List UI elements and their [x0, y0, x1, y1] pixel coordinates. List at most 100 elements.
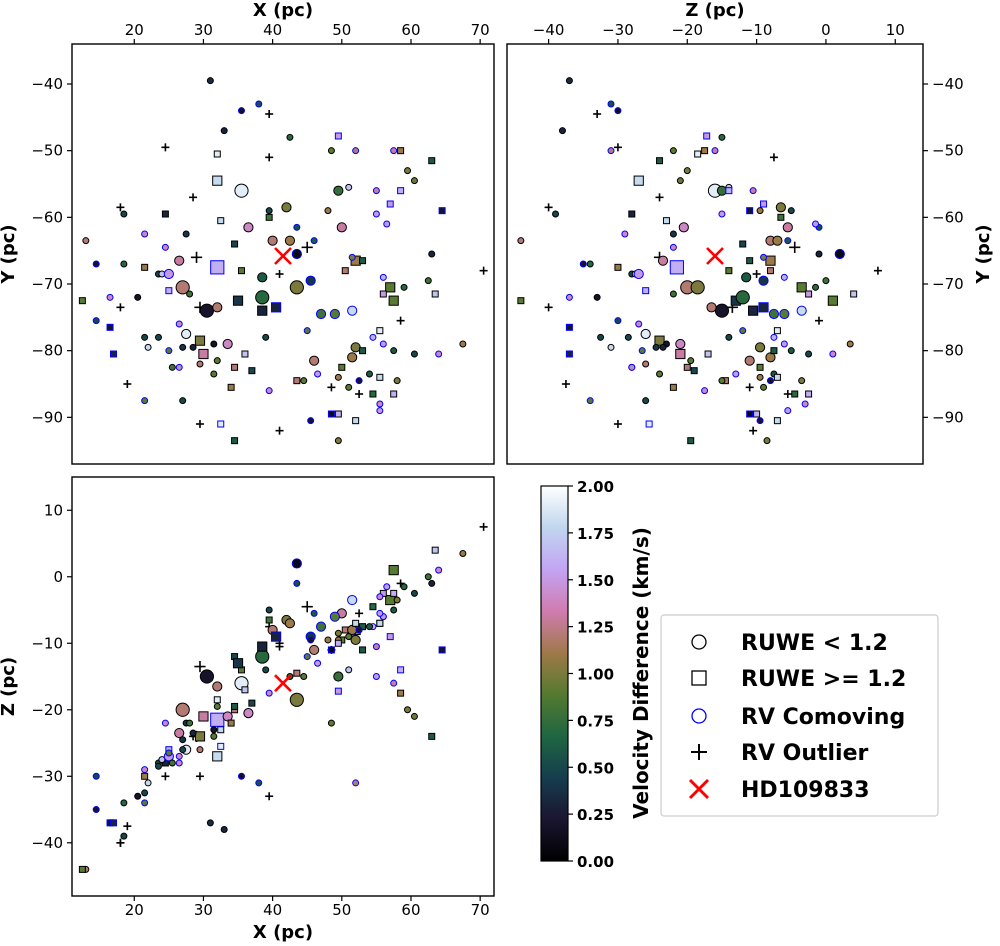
x-tick-label: 20	[125, 901, 144, 919]
data-point-ruwe-low	[424, 573, 432, 581]
xy-ylabel: Y (pc)	[0, 224, 19, 284]
data-point-ruwe-low	[199, 669, 215, 684]
data-point-rv-outlier	[752, 270, 761, 278]
data-point-ruwe-high	[388, 295, 399, 306]
data-point-ruwe-low	[134, 792, 142, 800]
colorbar-gradient	[540, 485, 569, 862]
data-point-rv-outlier	[745, 383, 754, 392]
data-point-ruwe-low	[182, 230, 190, 238]
y-tick-label: −30	[31, 767, 63, 785]
data-point-ruwe-high	[739, 240, 747, 248]
data-point-ruwe-high	[241, 686, 249, 694]
data-point-ruwe-high	[334, 410, 342, 418]
data-point-ruwe-high	[386, 633, 394, 641]
data-point-ruwe-high	[431, 290, 439, 298]
data-point-ruwe-low	[347, 594, 358, 606]
data-point-ruwe-high	[438, 646, 446, 654]
data-point-rv-outlier	[815, 316, 823, 325]
x-tick-label: 30	[194, 21, 213, 39]
colorbar-tick-label: 1.00	[577, 666, 614, 684]
data-point-ruwe-high	[110, 350, 118, 358]
data-point-ruwe-low	[175, 320, 183, 328]
data-point-ruwe-low	[329, 308, 340, 320]
data-point-ruwe-low	[144, 343, 152, 351]
data-point-ruwe-low	[787, 207, 795, 215]
data-point-ruwe-low	[390, 679, 398, 687]
data-point-ruwe-low	[345, 183, 353, 191]
data-point-ruwe-high	[431, 546, 439, 554]
data-point-ruwe-low	[716, 185, 728, 196]
data-point-ruwe-high	[725, 187, 733, 195]
data-point-ruwe-low	[393, 596, 401, 604]
data-point-ruwe-low	[334, 373, 342, 381]
data-point-ruwe-high	[777, 213, 785, 221]
legend: RUWE < 1.2 RUWE >= 1.2 RV Comoving RV Ou…	[660, 614, 939, 817]
data-point-ruwe-high	[766, 267, 774, 275]
data-point-ruwe-high	[687, 437, 695, 445]
data-point-rv-outlier	[544, 303, 553, 312]
data-point-ruwe-low	[303, 327, 311, 335]
data-point-ruwe-low	[352, 779, 360, 787]
data-point-ruwe-low	[796, 305, 807, 316]
data-point-rv-outlier	[655, 193, 664, 202]
data-point-ruwe-low	[725, 333, 733, 341]
zy-frame	[506, 43, 924, 465]
data-point-ruwe-low	[675, 338, 686, 350]
data-point-rv-outlier	[327, 383, 336, 392]
y-tick-label: −50	[932, 142, 964, 160]
data-point-ruwe-high	[198, 348, 209, 360]
data-point-ruwe-low	[144, 779, 152, 787]
data-point-ruwe-low	[141, 230, 149, 238]
data-point-ruwe-high	[669, 383, 677, 391]
data-point-ruwe-low	[659, 343, 667, 351]
data-point-ruwe-low	[120, 210, 128, 218]
y-tick-label: −90	[932, 408, 964, 426]
data-point-ruwe-low	[348, 253, 356, 261]
data-point-ruwe-low	[161, 719, 169, 727]
xy-frame	[71, 43, 495, 465]
y-tick-label: −80	[932, 342, 964, 360]
y-tick-label: −10	[31, 634, 63, 652]
legend-marker-hd109833	[688, 778, 710, 800]
data-point-rv-outlier	[195, 772, 204, 781]
data-point-ruwe-low	[779, 308, 790, 320]
zy-points	[517, 77, 882, 445]
legend-label-rv-outlier: RV Outlier	[741, 741, 869, 766]
data-point-ruwe-low	[334, 629, 342, 637]
data-point-ruwe-low	[393, 377, 401, 385]
data-point-ruwe-high	[746, 257, 754, 265]
data-point-ruwe-low	[739, 327, 747, 335]
data-point-ruwe-high	[265, 213, 273, 221]
x-tick-label: 60	[401, 21, 420, 39]
data-point-ruwe-high	[654, 335, 665, 346]
data-point-ruwe-low	[400, 583, 408, 591]
data-point-ruwe-high	[270, 302, 282, 313]
data-point-ruwe-low	[372, 187, 380, 195]
data-point-ruwe-low	[775, 202, 786, 213]
data-point-ruwe-low	[154, 762, 162, 770]
y-tick-label: −40	[31, 75, 63, 93]
data-point-ruwe-high	[683, 363, 691, 371]
data-point-ruwe-high	[141, 772, 149, 780]
data-point-ruwe-high	[341, 267, 349, 275]
data-point-ruwe-high	[756, 363, 764, 371]
data-point-rv-outlier	[544, 203, 553, 212]
colorbar-tick-label: 0.00	[577, 853, 614, 871]
data-point-ruwe-high	[694, 150, 702, 158]
data-point-ruwe-low	[327, 719, 335, 727]
xz-frame	[71, 476, 495, 897]
data-point-rv-outlier	[479, 266, 488, 275]
data-point-ruwe-low	[206, 819, 214, 827]
data-point-ruwe-low	[635, 320, 643, 328]
data-point-ruwe-low	[732, 370, 740, 378]
data-point-ruwe-low	[141, 333, 149, 341]
data-point-ruwe-high	[352, 619, 360, 627]
data-point-ruwe-high	[428, 157, 436, 165]
data-point-ruwe-high	[265, 616, 273, 624]
data-point-ruwe-low	[404, 706, 412, 714]
data-point-ruwe-high	[217, 217, 225, 225]
data-point-rv-outlier	[355, 390, 364, 398]
data-point-ruwe-low	[410, 589, 418, 597]
data-point-ruwe-low	[168, 759, 176, 767]
